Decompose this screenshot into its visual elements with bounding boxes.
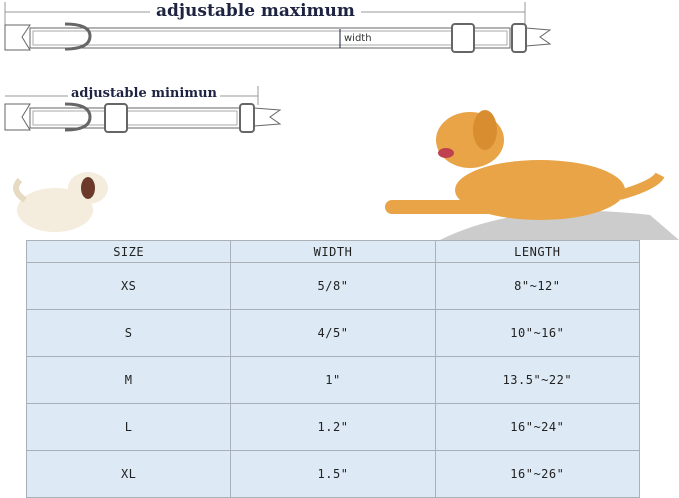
header-size: SIZE [25, 240, 232, 263]
adjustable-maximum-label: adjustable maximum [150, 1, 361, 21]
cell-width: 1" [230, 356, 436, 404]
cell-length: 16"~26" [434, 450, 641, 498]
cell-size: XL [25, 450, 232, 498]
adjustable-minimum-label: adjustable minimun [68, 86, 220, 101]
collar-diagram [4, 2, 679, 240]
header-width: WIDTH [230, 240, 436, 263]
cell-width: 4/5" [230, 309, 436, 357]
table-row: M 1" 13.5"~22" [25, 356, 641, 404]
cell-length: 16"~24" [434, 403, 641, 451]
cell-width: 1.5" [230, 450, 436, 498]
cell-length: 10"~16" [434, 309, 641, 357]
cell-size: XS [25, 262, 232, 310]
cell-width: 1.2" [230, 403, 436, 451]
width-label: width [344, 33, 372, 44]
cell-size: L [25, 403, 232, 451]
cell-width: 5/8" [230, 262, 436, 310]
cell-length: 13.5"~22" [434, 356, 641, 404]
golden-retriever-illustration [385, 110, 679, 240]
table-row: XS 5/8" 8"~12" [25, 262, 641, 310]
cell-length: 8"~12" [434, 262, 641, 310]
table-header-row: SIZE WIDTH LENGTH [25, 240, 641, 263]
table-row: L 1.2" 16"~24" [25, 403, 641, 451]
header-length: LENGTH [434, 240, 641, 263]
table-row: XL 1.5" 16"~26" [25, 450, 641, 498]
cell-size: M [25, 356, 232, 404]
table-row: S 4/5" 10"~16" [25, 309, 641, 357]
cell-size: S [25, 309, 232, 357]
size-chart-table: SIZE WIDTH LENGTH XS 5/8" 8"~12" S 4/5" 10"~… [25, 240, 641, 498]
puppy-illustration [13, 172, 108, 232]
